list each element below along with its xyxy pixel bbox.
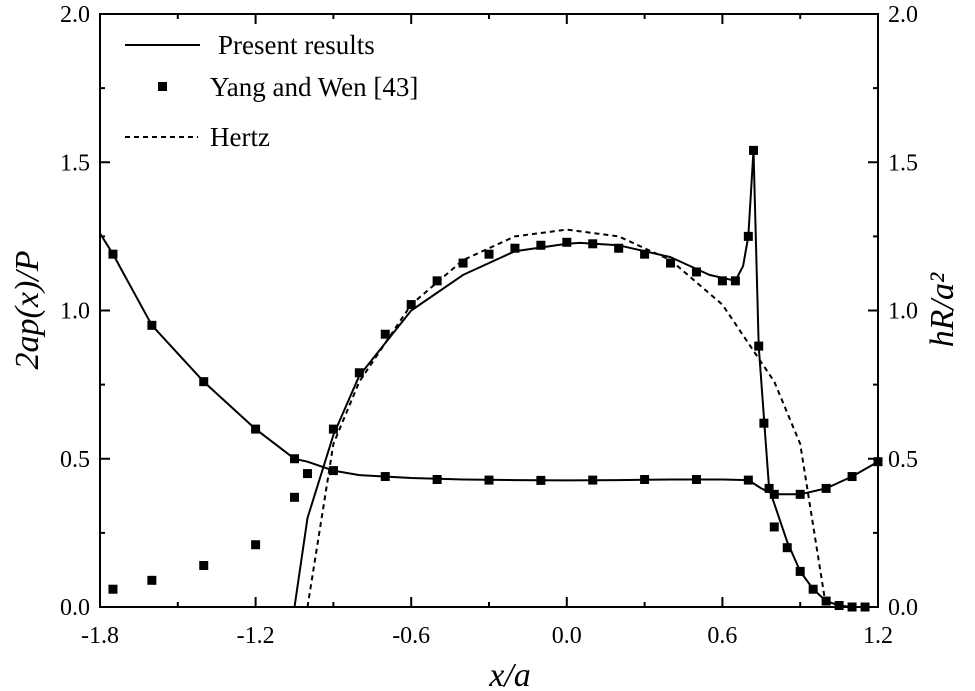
yang-wen-marker [666,258,676,268]
x-tick-label: -0.6 [392,623,430,649]
x-tick-label: -1.8 [81,623,119,649]
right-y-tick-label: 1.5 [888,150,918,176]
yang-wen-marker [562,237,572,247]
right-y-tick-label: 2.0 [888,2,918,28]
yang-wen-marker [432,475,442,485]
yang-wen-marker [484,475,494,485]
yang-wen-marker [847,472,857,482]
yang-wen-marker [147,575,157,585]
x-tick-label: -1.2 [237,623,275,649]
yang-wen-marker [691,475,701,485]
yang-wen-marker [821,483,831,493]
yang-wen-marker [754,341,764,351]
yang-wen-marker [717,276,727,286]
yang-wen-marker [640,249,650,259]
legend-present-results-label: Present results [218,30,375,60]
yang-wen-marker [536,240,546,250]
left-y-axis-title: 2ap(x)/P [9,251,46,370]
yang-wen-marker [302,469,312,479]
yang-wen-marker [640,475,650,485]
yang-wen-marker [484,249,494,259]
yang-wen-marker [147,320,157,330]
left-y-tick-label: 1.5 [60,150,90,176]
plot-frame [99,13,879,608]
yang-wen-marker [691,267,701,277]
left-y-tick-label: 0.5 [60,447,90,473]
legend-yang-wen-marker-swatch [158,82,167,91]
x-axis-title: x/a [488,657,531,691]
yang-wen-marker [290,492,299,502]
plot-layer [99,145,883,612]
right-y-axis-title: hR/a² [924,272,961,347]
yang-wen-marker [743,475,753,485]
yang-wen-marker [251,424,261,434]
x-tick-label: 0.6 [707,623,737,649]
yang-wen-marker [782,543,792,553]
yang-wen-marker [199,560,209,570]
yang-wen-marker [795,566,805,576]
yang-wen-marker [251,540,261,550]
yang-wen-marker [380,472,390,482]
yang-wen-marker [108,584,118,594]
yang-wen-marker [795,489,805,499]
yang-wen-marker [588,239,598,249]
yang-wen-marker [614,243,624,253]
left-y-tick-label: 1.0 [60,299,90,325]
left-y-tick-label: 0.0 [60,595,90,621]
yang-wen-marker [764,483,774,493]
yang-wen-marker [588,475,598,485]
yang-wen-marker [749,145,759,155]
right-y-tick-label: 0.0 [888,595,918,621]
yang-wen-marker [108,249,118,259]
yang-wen-marker [458,258,468,268]
yang-wen-marker [834,601,844,611]
hertz-curve [306,228,828,608]
yang-wen-marker [769,489,779,499]
yang-wen-marker [354,368,364,378]
axes-layer: -1.8 -1.2 -0.6 0.0 0.6 1.20.00.51.01.52.00.00… [60,2,918,649]
yang-wen-marker [769,522,779,532]
present-results-curve-pressure [100,149,878,608]
right-y-tick-label: 0.5 [888,447,918,473]
yang-wen-marker [380,329,390,339]
yang-wen-marker [743,231,753,241]
legend-hertz-label: Hertz [210,122,270,152]
left-y-tick-label: 2.0 [60,2,90,28]
yang-wen-marker [328,424,338,434]
right-y-tick-label: 1.0 [888,299,918,325]
yang-wen-marker [536,475,546,485]
yang-wen-marker [808,584,818,594]
yang-wen-marker [290,454,299,464]
yang-wen-marker [510,243,520,253]
legend-yang-wen-label: Yang and Wen [43] [210,72,418,102]
yang-wen-marker [432,276,442,286]
yang-wen-marker [328,466,338,476]
x-tick-label: 0.0 [552,623,582,649]
yang-wen-marker [730,276,740,286]
yang-wen-marker [759,418,769,428]
legend: Present results Yang and Wen [43] Hertz [125,30,418,152]
x-tick-label: 1.2 [863,623,893,649]
yang-wen-marker [199,377,209,387]
